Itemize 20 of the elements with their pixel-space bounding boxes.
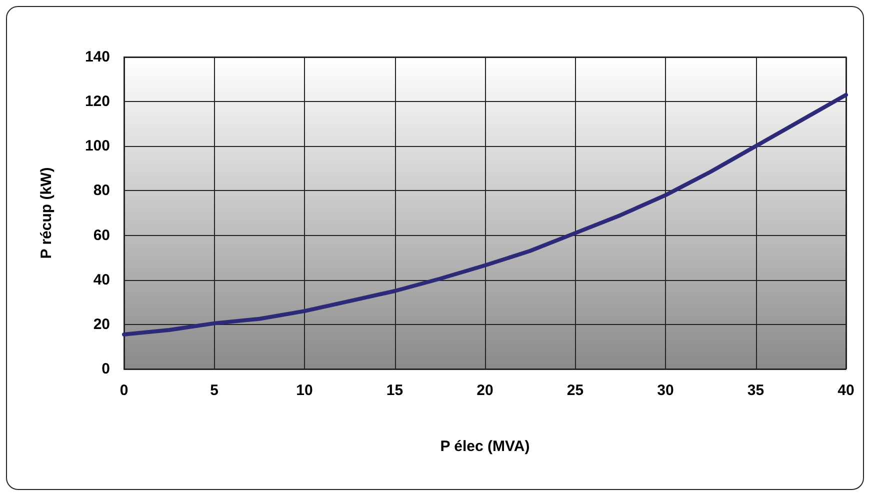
x-tick-label: 20	[476, 382, 494, 399]
x-tick-label: 5	[210, 382, 218, 399]
y-tick-label: 0	[102, 360, 110, 378]
line-series	[122, 92, 848, 336]
y-tick-label: 100	[84, 138, 110, 155]
y-axis-title: P récup (kW)	[38, 167, 55, 259]
x-tick-label: 0	[120, 382, 128, 399]
x-axis-title: P élec (MVA)	[440, 438, 530, 455]
y-tick-label: 40	[93, 271, 110, 288]
x-tick-label: 10	[296, 382, 313, 399]
x-tick-label: 40	[838, 382, 854, 399]
y-tick-label: 20	[93, 316, 110, 333]
y-tick-label: 140	[84, 48, 110, 66]
y-tick-label: 80	[93, 182, 110, 200]
y-tick-label: 120	[84, 93, 110, 110]
x-tick-label: 35	[747, 382, 764, 399]
x-tick-label: 15	[386, 382, 404, 399]
y-tick-label: 60	[93, 226, 110, 244]
x-tick-label: 25	[566, 382, 584, 399]
x-tick-label: 30	[657, 382, 674, 399]
